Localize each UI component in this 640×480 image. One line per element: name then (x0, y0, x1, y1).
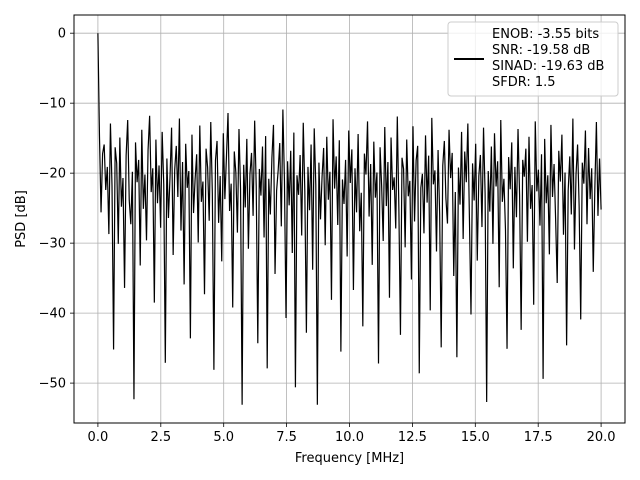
tick-layer: 0.0 2.5 5.0 7.5 10.0 12.5 15.0 17.5 20.0 0 −10 −20 −… (39, 27, 616, 445)
x-tick-label: 12.5 (398, 430, 427, 445)
x-tick-label: 0.0 (88, 430, 109, 445)
y-tick-label: −50 (39, 377, 66, 392)
series-layer (97, 33, 602, 405)
legend: ENOB: -3.55 bits SNR: -19.58 dB SINAD: -… (447, 21, 619, 97)
x-tick-label: 15.0 (461, 430, 490, 445)
legend-line-snr: SNR: -19.58 dB (492, 43, 590, 58)
legend-line-enob: ENOB: -3.55 bits (492, 27, 599, 42)
x-axis-label: Frequency [MHz] (295, 451, 404, 466)
y-axis-label: PSD [dB] (14, 190, 29, 248)
y-tick-label: 0 (58, 27, 66, 42)
x-tick-label: 2.5 (150, 430, 171, 445)
x-tick-label: 20.0 (587, 430, 616, 445)
legend-line-sfdr: SFDR: 1.5 (492, 75, 556, 90)
x-tick-label: 5.0 (213, 430, 234, 445)
legend-box (447, 21, 619, 97)
legend-line-sinad: SINAD: -19.63 dB (492, 59, 604, 74)
y-tick-label: −10 (39, 97, 66, 112)
psd-series-line (97, 33, 602, 405)
x-tick-label: 10.0 (335, 430, 364, 445)
x-tick-label: 17.5 (524, 430, 553, 445)
y-tick-label: −40 (39, 307, 66, 322)
y-tick-label: −20 (39, 167, 66, 182)
x-tick-label: 7.5 (276, 430, 297, 445)
y-tick-label: −30 (39, 237, 66, 252)
